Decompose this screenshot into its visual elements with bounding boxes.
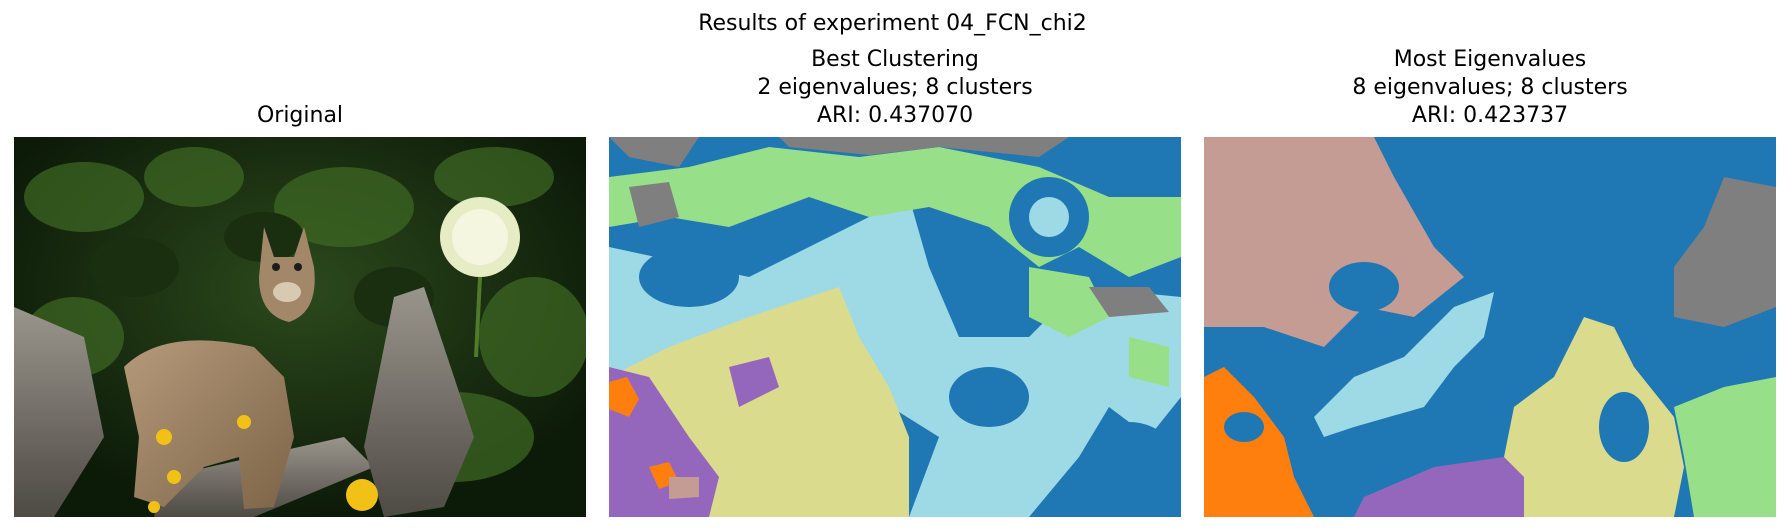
panel-title-best-clustering: Best Clustering 2 eigenvalues; 8 cluster… xyxy=(609,46,1181,130)
panel-title-line: Original xyxy=(256,103,344,128)
panel-title-line: 8 eigenvalues; 8 clusters xyxy=(1352,75,1628,100)
panel-title-line: 2 eigenvalues; 8 clusters xyxy=(757,75,1033,100)
panel-title-line: Best Clustering xyxy=(811,47,979,72)
panel-title-line: ARI: 0.423737 xyxy=(1411,103,1569,128)
figure-suptitle: Results of experiment 04_FCN_chi2 xyxy=(698,11,1087,36)
panel-title-line: Most Eigenvalues xyxy=(1393,47,1587,72)
panel-title-original: Original xyxy=(14,102,586,130)
best-clustering-map xyxy=(609,137,1181,517)
panel-title-line: ARI: 0.437070 xyxy=(816,103,974,128)
original-photo xyxy=(14,137,586,517)
panel-title-most-eigenvalues: Most Eigenvalues 8 eigenvalues; 8 cluste… xyxy=(1204,46,1776,130)
most-eigenvalues-map xyxy=(1204,137,1776,517)
